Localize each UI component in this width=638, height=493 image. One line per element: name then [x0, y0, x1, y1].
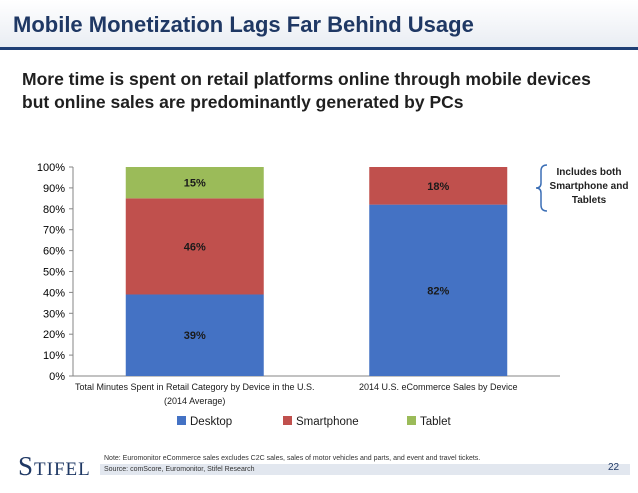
- legend-swatch-tablet: [407, 416, 416, 425]
- y-tick-label: 10%: [43, 350, 65, 362]
- x-category-label: Total Minutes Spent in Retail Category b…: [75, 382, 315, 392]
- y-tick-label: 30%: [43, 308, 65, 320]
- y-tick-label: 40%: [43, 287, 65, 299]
- legend-label-tablet: Tablet: [420, 416, 451, 428]
- footnote: Note: Euromonitor eCommerce sales exclud…: [104, 455, 481, 462]
- legend-swatch-desktop: [177, 416, 186, 425]
- y-tick-label: 90%: [43, 183, 65, 195]
- bar-segment-smartphone: [125, 198, 264, 295]
- title-bar: Mobile Monetization Lags Far Behind Usag…: [0, 0, 638, 50]
- page-number: 22: [608, 462, 620, 473]
- subtitle: More time is spent on retail platforms o…: [22, 69, 591, 112]
- y-tick-label: 50%: [43, 267, 65, 279]
- x-category-label: 2014 U.S. eCommerce Sales by Device: [359, 382, 518, 392]
- data-label: 15%: [184, 178, 206, 190]
- callout-bracket: [535, 164, 548, 212]
- legend-label-desktop: Desktop: [190, 416, 232, 428]
- data-label: 82%: [427, 285, 449, 297]
- data-label: 39%: [184, 330, 206, 342]
- y-tick-label: 70%: [43, 225, 65, 237]
- y-tick-label: 80%: [43, 204, 65, 216]
- legend-swatch-smartphone: [283, 416, 292, 425]
- stifel-logo: Stifel: [18, 451, 91, 481]
- data-label: 18%: [427, 181, 449, 193]
- bar-segment-desktop: [125, 294, 264, 376]
- page-title: Mobile Monetization Lags Far Behind Usag…: [13, 12, 474, 37]
- y-tick-label: 100%: [37, 162, 65, 174]
- stacked-bar-chart: 0% 10% 20% 30% 40% 50% 60% 70% 80% 90% 100% 39% 46% 1…: [37, 162, 560, 428]
- source-text: Source: comScore, Euromonitor, Stifel Re…: [104, 466, 255, 473]
- bar-segment-tablet: [125, 167, 264, 199]
- x-category-label: (2014 Average): [164, 396, 225, 406]
- data-label: 46%: [184, 241, 206, 253]
- callout-label: Includes both Smartphone and Tablets: [549, 167, 629, 206]
- y-tick-label: 20%: [43, 329, 65, 341]
- y-tick-label: 0%: [49, 371, 65, 383]
- bar-segment-smartphone: [369, 167, 508, 205]
- footer-bar: [100, 464, 630, 475]
- y-tick-label: 60%: [43, 246, 65, 258]
- legend-label-smartphone: Smartphone: [296, 416, 359, 428]
- bar-segment-desktop: [369, 204, 508, 376]
